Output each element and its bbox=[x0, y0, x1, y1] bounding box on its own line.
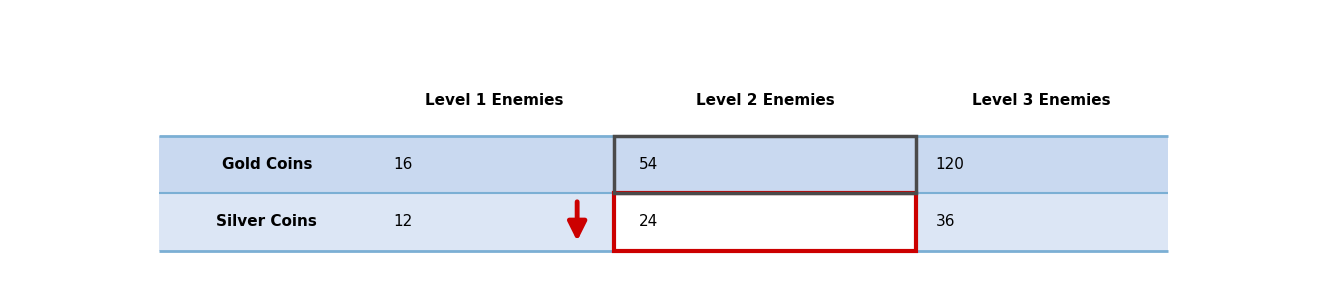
Bar bbox=[614, 193, 916, 251]
Text: 16: 16 bbox=[394, 157, 413, 172]
Text: Gold Coins: Gold Coins bbox=[222, 157, 312, 172]
Text: 54: 54 bbox=[638, 157, 658, 172]
Text: Level 3 Enemies: Level 3 Enemies bbox=[973, 93, 1111, 108]
Text: 36: 36 bbox=[936, 214, 955, 230]
Bar bbox=[614, 135, 916, 193]
Text: 12: 12 bbox=[394, 214, 413, 230]
Text: Level 2 Enemies: Level 2 Enemies bbox=[695, 93, 835, 108]
Text: 24: 24 bbox=[638, 214, 658, 230]
Text: Level 1 Enemies: Level 1 Enemies bbox=[425, 93, 564, 108]
Text: 24: 24 bbox=[638, 214, 658, 230]
Text: Silver Coins: Silver Coins bbox=[216, 214, 317, 230]
Bar bbox=[159, 193, 1168, 251]
Bar bbox=[159, 135, 1168, 193]
Text: 120: 120 bbox=[936, 157, 965, 172]
